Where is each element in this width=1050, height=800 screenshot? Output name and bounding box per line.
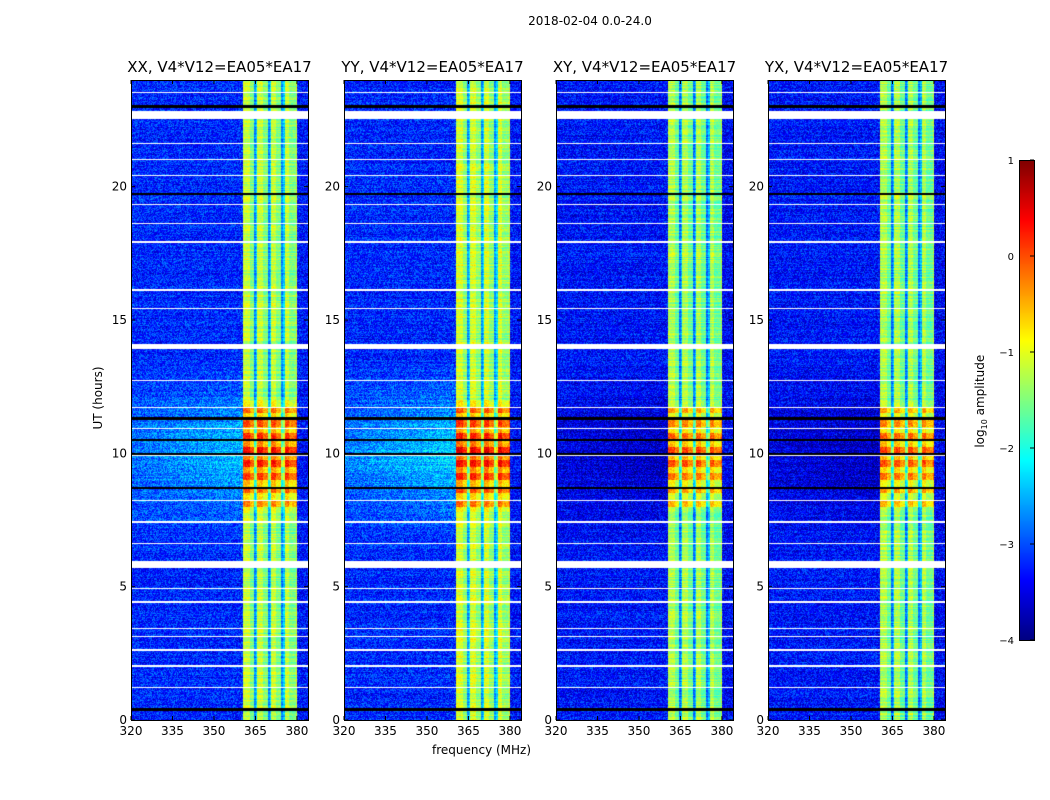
figure-suptitle: 2018-02-04 0.0-24.0 xyxy=(528,14,652,28)
colorbar-label-rest: amplitude xyxy=(972,354,987,420)
y-tick-label: 5 xyxy=(119,580,127,594)
x-tick-label: 365 xyxy=(457,724,480,738)
y-tick-label: 10 xyxy=(537,446,552,460)
x-tick-label: 350 xyxy=(628,724,651,738)
x-tick-label: 380 xyxy=(710,724,733,738)
panel-frame xyxy=(131,80,309,721)
x-tick-label: 380 xyxy=(285,724,308,738)
y-tick-label: 20 xyxy=(325,180,340,194)
y-tick-label: 20 xyxy=(749,180,764,194)
x-axis-label: frequency (MHz) xyxy=(432,743,532,757)
colorbar-label: log10 amplitude xyxy=(973,346,989,456)
y-tick-label: 5 xyxy=(544,580,552,594)
x-tick-label: 365 xyxy=(669,724,692,738)
colorbar-label-sub: 10 xyxy=(980,419,990,430)
y-tick-label: 15 xyxy=(325,313,340,327)
y-tick-label: 0 xyxy=(119,713,127,727)
colorbar-gradient xyxy=(1019,160,1034,640)
y-tick-label: 10 xyxy=(749,446,764,460)
y-tick-label: 15 xyxy=(749,313,764,327)
colorbar-frame xyxy=(1019,160,1035,641)
x-tick-label: 320 xyxy=(333,724,356,738)
y-tick-label: 10 xyxy=(112,446,127,460)
x-tick-label: 365 xyxy=(244,724,267,738)
spectrogram-heatmap xyxy=(768,80,945,720)
colorbar-tick-label: −2 xyxy=(999,444,1014,455)
spectrogram-heatmap xyxy=(344,80,521,720)
y-tick-label: 20 xyxy=(537,180,552,194)
colorbar-tick-label: 0 xyxy=(1008,252,1014,263)
x-tick-label: 320 xyxy=(120,724,143,738)
x-tick-label: 365 xyxy=(881,724,904,738)
colorbar-tick-label: 1 xyxy=(1008,156,1014,167)
y-tick-label: 0 xyxy=(756,713,764,727)
spectrogram-heatmap xyxy=(131,80,308,720)
x-tick-label: 335 xyxy=(161,724,184,738)
colorbar-tick-label: −1 xyxy=(999,348,1014,359)
y-tick-label: 5 xyxy=(756,580,764,594)
panel-title: YY, V4*V12=EA05*EA17 xyxy=(341,58,524,76)
spectrogram-heatmap xyxy=(556,80,733,720)
y-tick-label: 0 xyxy=(544,713,552,727)
x-tick-label: 335 xyxy=(798,724,821,738)
y-tick-label: 15 xyxy=(537,313,552,327)
x-tick-label: 335 xyxy=(586,724,609,738)
y-tick-label: 0 xyxy=(332,713,340,727)
panel-frame xyxy=(556,80,734,721)
x-tick-label: 320 xyxy=(545,724,568,738)
x-tick-label: 350 xyxy=(840,724,863,738)
colorbar-tick-label: −3 xyxy=(999,540,1014,551)
x-tick-label: 380 xyxy=(922,724,945,738)
colorbar-tick-label: −4 xyxy=(999,636,1014,647)
colorbar-label-main: log xyxy=(972,429,987,448)
y-tick-label: 5 xyxy=(332,580,340,594)
x-tick-label: 320 xyxy=(757,724,780,738)
y-tick-label: 20 xyxy=(112,180,127,194)
y-tick-label: 10 xyxy=(325,446,340,460)
x-tick-label: 350 xyxy=(416,724,439,738)
y-tick-label: 15 xyxy=(112,313,127,327)
x-tick-label: 350 xyxy=(203,724,226,738)
panel-frame xyxy=(768,80,946,721)
panel-frame xyxy=(344,80,522,721)
x-tick-label: 380 xyxy=(498,724,521,738)
panel-title: XX, V4*V12=EA05*EA17 xyxy=(127,58,312,76)
x-tick-label: 335 xyxy=(374,724,397,738)
y-axis-label: UT (hours) xyxy=(91,366,105,430)
panel-title: YX, V4*V12=EA05*EA17 xyxy=(764,58,949,76)
panel-title: XY, V4*V12=EA05*EA17 xyxy=(552,58,737,76)
